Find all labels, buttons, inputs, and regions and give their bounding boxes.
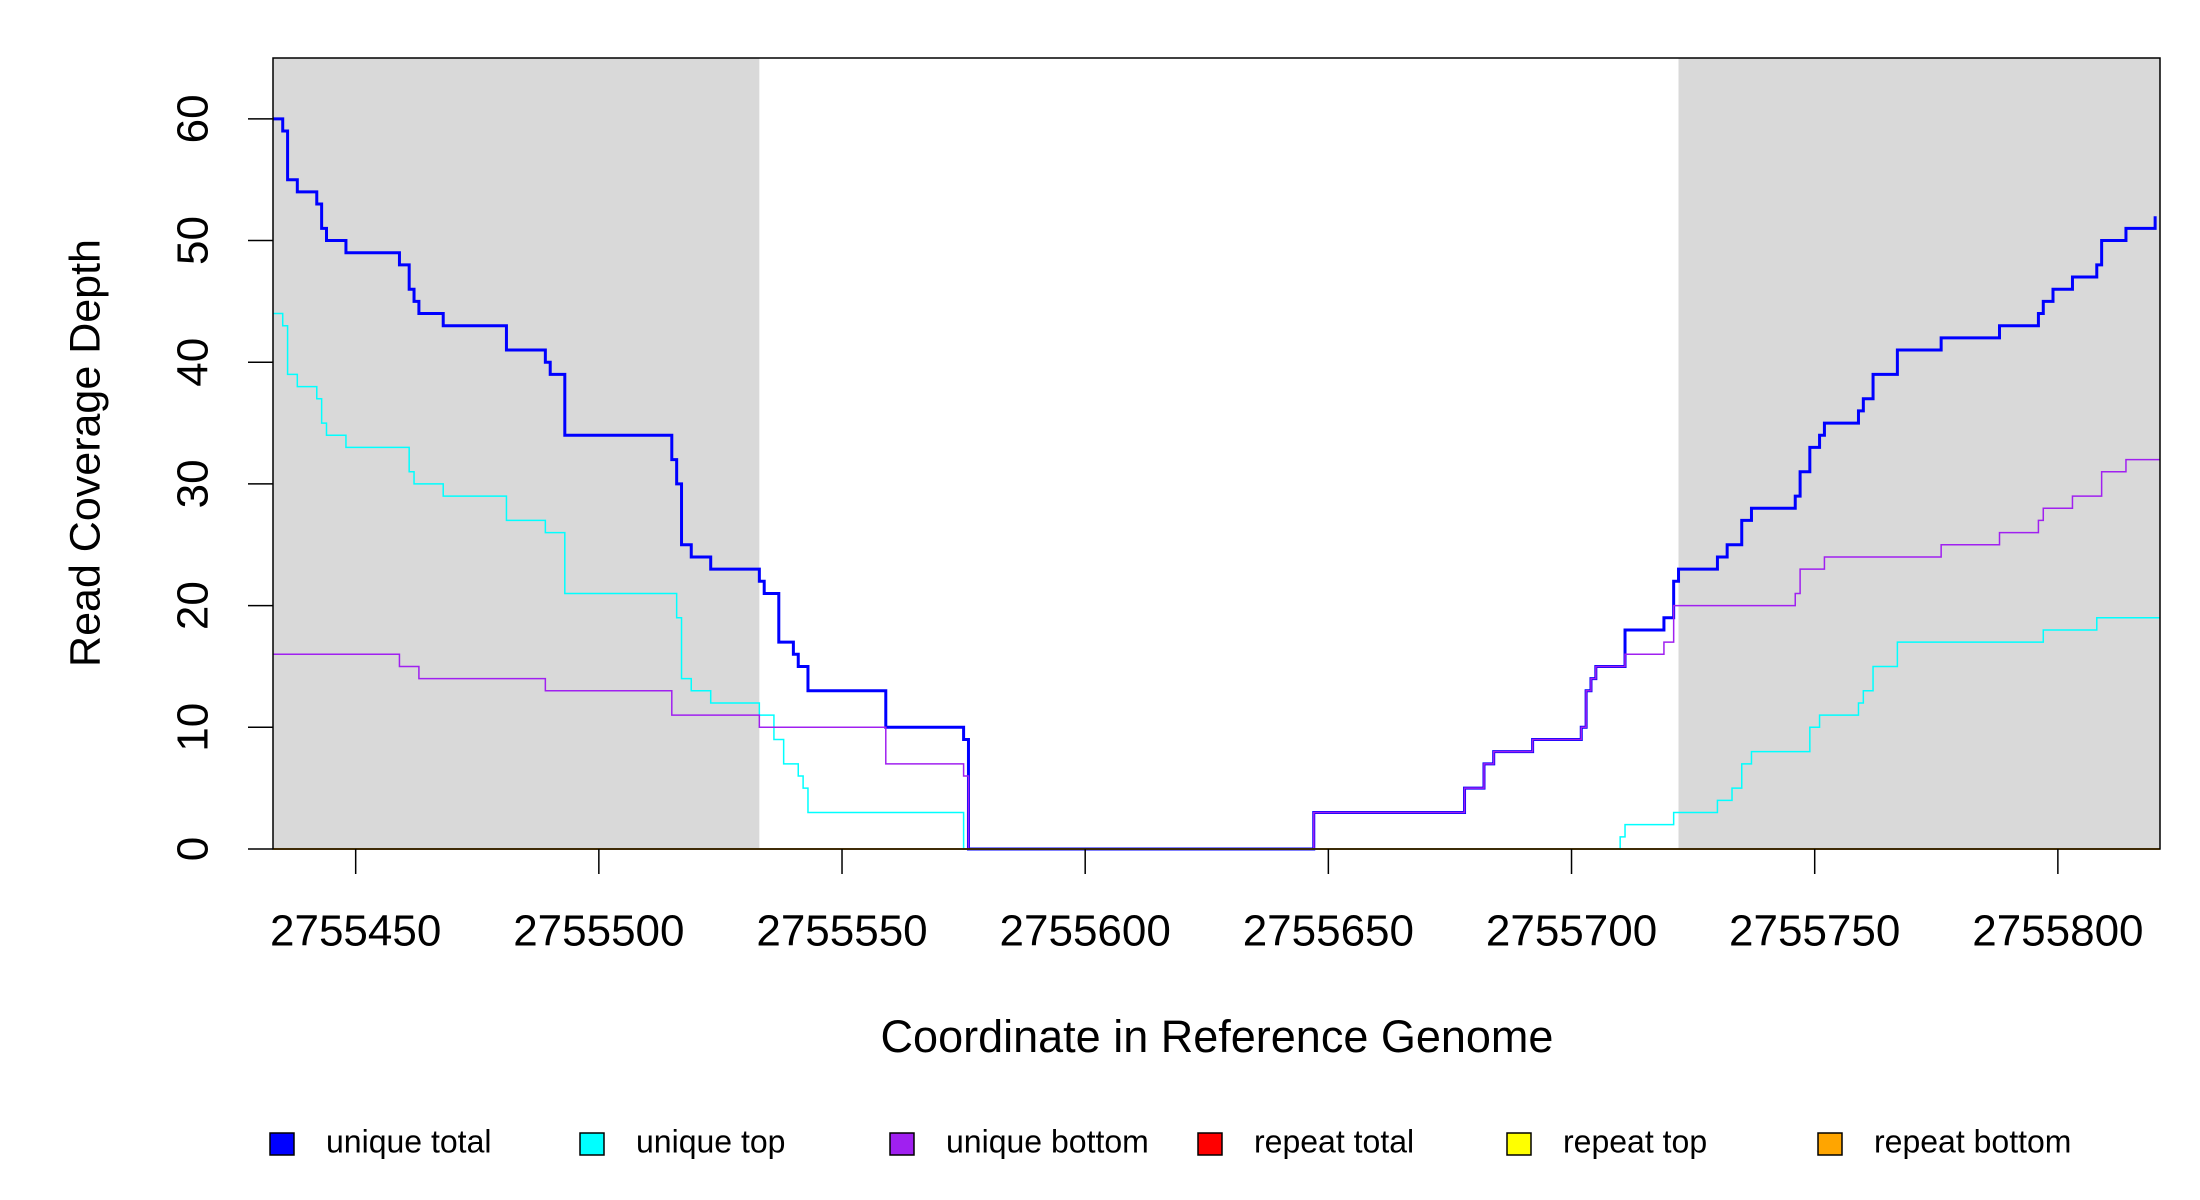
legend-swatch: [1197, 1132, 1223, 1156]
legend-swatch: [1506, 1132, 1532, 1156]
y-tick-label: 30: [169, 459, 218, 508]
x-tick-label: 2755800: [1972, 907, 2143, 956]
x-tick-label: 2755500: [513, 907, 684, 956]
legend-label: unique top: [636, 1123, 785, 1159]
data-line: [273, 458, 2160, 850]
data-line: [273, 312, 2160, 850]
plot-frame: [272, 57, 2161, 850]
legend-label: unique total: [326, 1123, 491, 1159]
legend-swatch: [889, 1132, 915, 1156]
x-tick-label: 2755550: [756, 907, 927, 956]
y-tick-label: 60: [169, 94, 218, 143]
legend-label: repeat bottom: [1874, 1123, 2071, 1159]
legend-label: unique bottom: [946, 1123, 1149, 1159]
shaded-region: [273, 58, 760, 849]
x-tick-label: 2755450: [270, 907, 441, 956]
y-tick-label: 50: [169, 216, 218, 265]
y-tick-label: 40: [169, 338, 218, 387]
legend-swatch: [579, 1132, 605, 1156]
legend-swatch: [269, 1132, 295, 1156]
y-tick-label: 10: [169, 703, 218, 752]
legend-swatch: [1817, 1132, 1843, 1156]
legend-label: repeat total: [1254, 1123, 1414, 1159]
y-tick-label: 20: [169, 581, 218, 630]
x-tick-label: 2755700: [1486, 907, 1657, 956]
x-tick-label: 2755750: [1729, 907, 1900, 956]
y-tick-label: 0: [169, 837, 218, 861]
legend-label: repeat top: [1563, 1123, 1707, 1159]
x-tick-label: 2755600: [1000, 907, 1171, 956]
x-axis-label: Coordinate in Reference Genome: [881, 1011, 1554, 1062]
x-tick-label: 2755650: [1243, 907, 1414, 956]
shaded-region: [1678, 58, 2160, 849]
y-axis-label: Read Coverage Depth: [61, 239, 109, 667]
